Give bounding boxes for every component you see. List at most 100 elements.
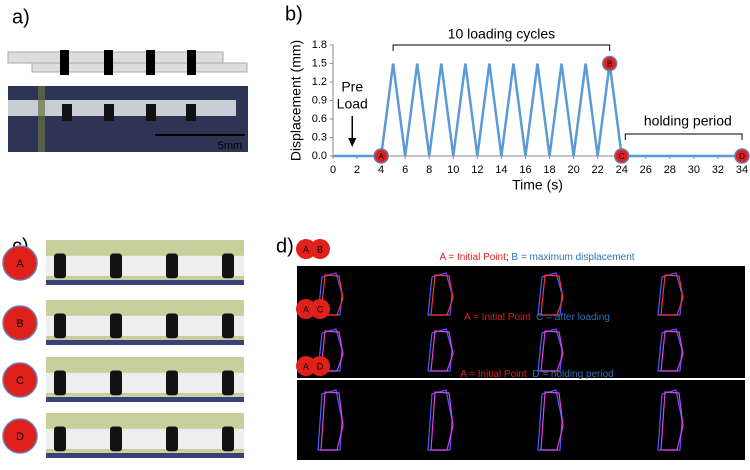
marker-label: D [739,152,745,161]
outline-red [320,391,344,451]
outline-red [430,391,454,451]
x-tick-label: 2 [354,164,360,176]
outline-red [540,330,564,372]
panel-label: b) [285,3,303,25]
x-tick-label: 28 [664,164,676,176]
outline-red [320,330,344,372]
edge [46,397,244,402]
x-tick-label: 4 [378,164,384,176]
circle-label: C [16,375,24,387]
label-circle [2,245,38,281]
marker [734,148,750,164]
pillar [166,426,178,452]
x-tick-label: 22 [592,164,604,176]
x-tick-label: 24 [616,164,628,176]
y-tick-label: 1.2 [312,76,327,88]
label-circle [310,356,330,376]
edge [46,453,244,458]
pillar [166,370,178,396]
annotation: 10 loading cycles [448,26,555,42]
annotation: holding period [644,113,732,129]
strip [31,62,248,73]
panel-c: A B C D [2,240,244,458]
x-tick-label: 18 [543,164,555,176]
pillar [54,370,66,396]
pillar [166,313,178,339]
label-circle [296,299,316,319]
pillar [222,253,234,279]
pillar [54,253,66,279]
strip [46,428,244,449]
x-tick-label: 14 [495,164,507,176]
pillar [146,50,155,75]
legend-sep: ; [506,252,509,263]
outline-red [660,391,684,451]
label-circle [310,239,330,259]
x-axis-title: Time (s) [512,177,563,193]
scale-label: 5mm [218,140,242,152]
y-tick-label: 0.0 [312,150,327,162]
y-axis-title: Displacement (mm) [288,40,304,161]
pillar [60,50,69,75]
legend-sep: ; [527,369,530,380]
x-tick-label: 0 [330,164,336,176]
outline-red [430,330,454,372]
y-tick-label: 0.6 [312,113,327,125]
data-line [333,63,742,158]
label-circle [2,362,38,398]
panel-d: A BA = Initial Point; B = maximum displac… [296,239,745,460]
pillar [187,50,196,75]
pillar [110,313,122,339]
circle-label: A [303,361,309,371]
photo-bg [8,86,248,152]
pillar [110,426,122,452]
label-circle [310,299,330,319]
schematic [7,50,248,75]
circle-label: D [16,431,24,443]
circle-label: B [16,318,23,330]
annotation: Pre [341,79,363,95]
chart: 0.00.30.60.91.21.51.80 2 4 6 8 10 12 14 16 18 20 22… [288,26,750,193]
outline-red [320,274,344,316]
outline-red [660,330,684,372]
marker-label: C [619,152,625,161]
edge [46,280,244,285]
pillar [54,426,66,452]
circle-label: A [303,244,309,254]
outline-image [297,380,745,460]
pillar [222,313,234,339]
outline-red [660,274,684,316]
legend-blue: C = after loading [533,312,609,323]
fiber [38,86,45,152]
pillar [146,104,156,121]
legend: A = Initial Point; D = holding period [460,369,613,380]
strip [46,255,244,276]
pillar [222,426,234,452]
x-tick-label: 16 [519,164,531,176]
bracket [624,133,743,140]
pillar [110,370,122,396]
y-tick-label: 1.8 [312,39,327,51]
marker [373,148,389,164]
circle-label: C [317,304,324,314]
panel-label: d) [276,235,294,257]
outline-red [430,274,454,316]
pillar [62,104,72,121]
bracket [392,44,611,51]
x-tick-label: 30 [688,164,700,176]
pillar [166,253,178,279]
outline-red [540,274,564,316]
x-tick-label: 34 [736,164,748,176]
legend-blue: D = holding period [529,369,613,380]
label-circle [296,356,316,376]
strip [46,315,244,336]
y-tick-label: 1.5 [312,57,327,69]
legend-sep: ; [531,312,534,323]
circle-label: B [317,244,323,254]
pillar [104,50,113,75]
marker [601,55,618,72]
x-tick-label: 12 [471,164,483,176]
marker-label: A [378,152,384,161]
label-circle [296,239,316,259]
